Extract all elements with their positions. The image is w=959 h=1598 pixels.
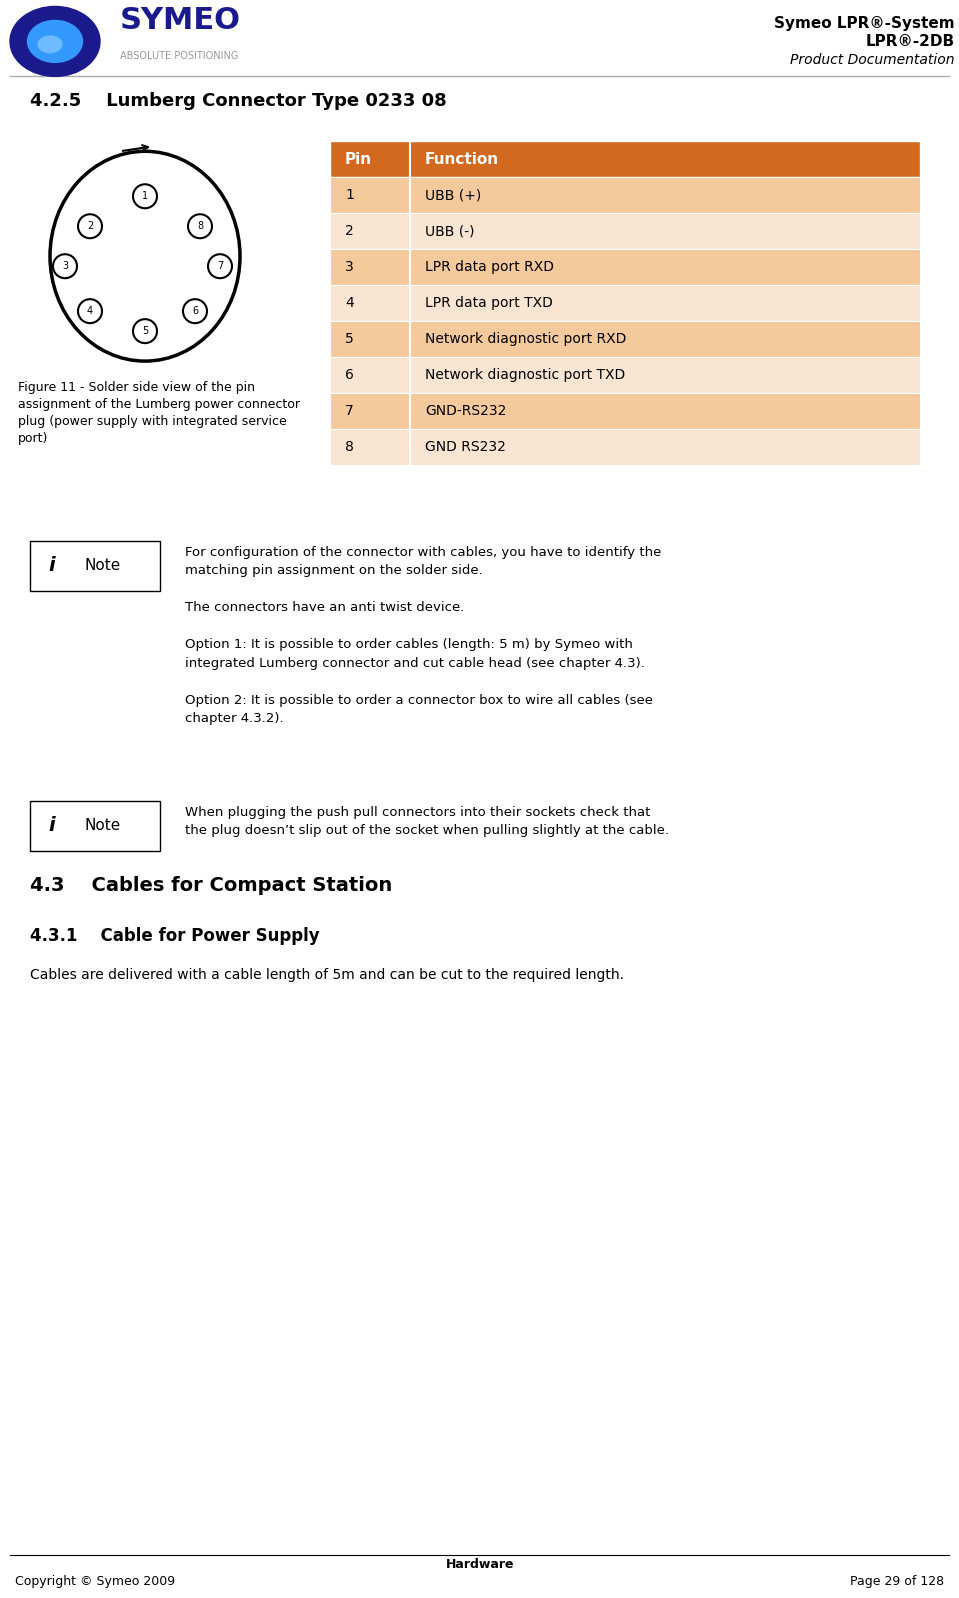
Circle shape	[133, 320, 157, 344]
Text: Symeo LPR®-System: Symeo LPR®-System	[774, 16, 955, 32]
Text: LPR data port RXD: LPR data port RXD	[425, 260, 554, 275]
Text: 5: 5	[142, 326, 148, 336]
FancyBboxPatch shape	[330, 321, 920, 356]
Text: When plugging the push pull connectors into their sockets check that
the plug do: When plugging the push pull connectors i…	[185, 805, 669, 837]
FancyBboxPatch shape	[330, 393, 920, 428]
Text: 2: 2	[87, 221, 93, 232]
Text: i: i	[48, 556, 55, 575]
Text: 6: 6	[345, 368, 354, 382]
Text: Product Documentation: Product Documentation	[790, 53, 955, 67]
FancyBboxPatch shape	[330, 249, 920, 284]
Text: 4: 4	[345, 296, 354, 310]
Text: 3: 3	[345, 260, 354, 275]
Ellipse shape	[10, 6, 100, 77]
FancyBboxPatch shape	[30, 801, 160, 850]
Circle shape	[133, 184, 157, 208]
Text: 3: 3	[62, 260, 68, 272]
Ellipse shape	[50, 152, 240, 361]
Text: 1: 1	[142, 192, 148, 201]
Text: 4: 4	[87, 307, 93, 316]
Text: 2: 2	[345, 224, 354, 238]
FancyBboxPatch shape	[330, 141, 920, 177]
Text: Function: Function	[425, 152, 499, 166]
Text: Figure 11 - Solder side view of the pin
assignment of the Lumberg power connecto: Figure 11 - Solder side view of the pin …	[18, 380, 300, 446]
Text: 8: 8	[197, 221, 203, 232]
Text: i: i	[48, 817, 55, 836]
FancyBboxPatch shape	[330, 284, 920, 321]
Text: 4.2.5    Lumberg Connector Type 0233 08: 4.2.5 Lumberg Connector Type 0233 08	[30, 93, 447, 110]
Text: GND-RS232: GND-RS232	[425, 404, 506, 419]
Text: Hardware: Hardware	[446, 1558, 514, 1571]
Text: SYMEO: SYMEO	[120, 6, 241, 35]
Text: 4.3    Cables for Compact Station: 4.3 Cables for Compact Station	[30, 876, 392, 895]
Text: 6: 6	[192, 307, 199, 316]
Text: LPR data port TXD: LPR data port TXD	[425, 296, 553, 310]
Text: Network diagnostic port TXD: Network diagnostic port TXD	[425, 368, 625, 382]
FancyBboxPatch shape	[30, 542, 160, 591]
Ellipse shape	[28, 21, 82, 62]
FancyBboxPatch shape	[330, 177, 920, 213]
Text: Note: Note	[85, 558, 121, 574]
Text: 7: 7	[345, 404, 354, 419]
Circle shape	[188, 214, 212, 238]
Text: Pin: Pin	[345, 152, 372, 166]
Text: Copyright © Symeo 2009: Copyright © Symeo 2009	[15, 1576, 175, 1588]
FancyBboxPatch shape	[330, 428, 920, 465]
Text: Note: Note	[85, 818, 121, 833]
Text: 4.3.1    Cable for Power Supply: 4.3.1 Cable for Power Supply	[30, 927, 319, 944]
Text: Network diagnostic port RXD: Network diagnostic port RXD	[425, 332, 626, 347]
Text: 1: 1	[345, 189, 354, 203]
Text: For configuration of the connector with cables, you have to identify the
matchin: For configuration of the connector with …	[185, 547, 662, 725]
Text: 8: 8	[345, 439, 354, 454]
Circle shape	[78, 299, 102, 323]
Text: ABSOLUTE POSITIONING: ABSOLUTE POSITIONING	[120, 51, 239, 61]
Text: UBB (-): UBB (-)	[425, 224, 475, 238]
Text: 7: 7	[217, 260, 223, 272]
Circle shape	[78, 214, 102, 238]
FancyBboxPatch shape	[330, 356, 920, 393]
Circle shape	[53, 254, 77, 278]
Circle shape	[183, 299, 207, 323]
FancyBboxPatch shape	[330, 213, 920, 249]
Text: UBB (+): UBB (+)	[425, 189, 481, 203]
Text: Cables are delivered with a cable length of 5m and can be cut to the required le: Cables are delivered with a cable length…	[30, 967, 624, 981]
Circle shape	[208, 254, 232, 278]
Text: GND RS232: GND RS232	[425, 439, 506, 454]
Text: 5: 5	[345, 332, 354, 347]
Text: Page 29 of 128: Page 29 of 128	[850, 1576, 944, 1588]
Text: LPR®-2DB: LPR®-2DB	[866, 35, 955, 50]
Ellipse shape	[37, 35, 62, 53]
